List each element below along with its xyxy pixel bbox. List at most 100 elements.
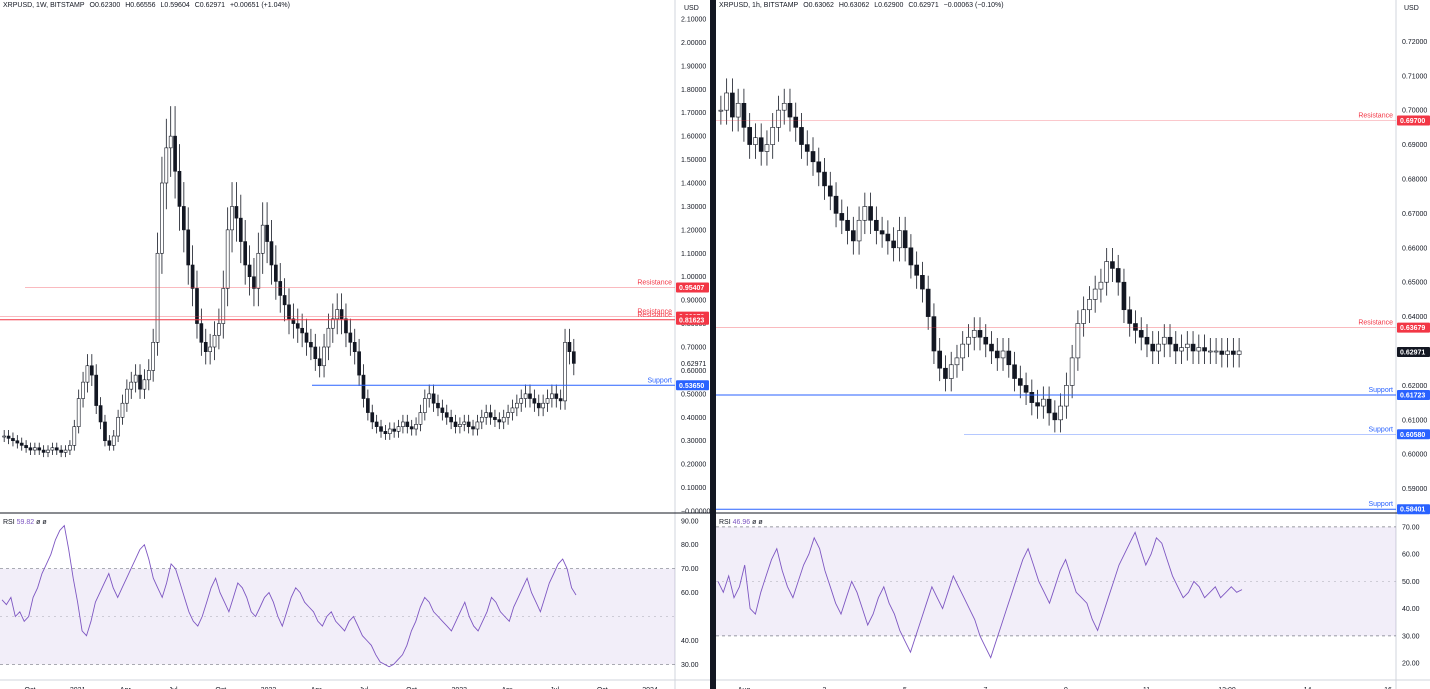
right-candle-body	[851, 230, 856, 242]
right-chart-canvas[interactable]: 0.72000 0.71000 0.70000 0.69000 0.68000 0.670…	[716, 0, 1430, 689]
left-candle-body	[519, 398, 524, 404]
left-level-tag: 0.81623	[679, 317, 704, 324]
left-candle-body	[352, 342, 357, 352]
left-candle-body	[274, 264, 278, 282]
left-candle-body	[366, 398, 370, 413]
left-candle-body	[484, 412, 489, 418]
left-candle-body	[186, 229, 191, 266]
left-candle-body	[497, 419, 502, 423]
left-level-label: Resistance	[637, 279, 672, 286]
left-price-tick-label: 1.40000	[681, 181, 706, 188]
right-candle-body	[1167, 336, 1173, 345]
right-candle-body	[822, 171, 827, 187]
left-candle-body	[19, 442, 24, 446]
right-candle-body	[1150, 343, 1156, 352]
left-rsi-tick-label: 90.00	[681, 518, 699, 525]
right-candle-body	[1092, 288, 1098, 300]
left-candle-body	[379, 426, 383, 432]
left-candle-body	[107, 440, 112, 446]
left-price-tick-label: 0.10000	[681, 485, 706, 492]
right-level-tag: 0.61723	[1400, 392, 1425, 399]
left-candle-body	[541, 402, 545, 409]
right-price-tick-label: 0.69000	[1402, 142, 1427, 149]
right-candle-body	[925, 288, 931, 317]
right-candle-body	[1064, 385, 1069, 407]
right-candle-body	[1121, 281, 1127, 311]
left-candle-body	[515, 402, 519, 409]
left-candle-body	[287, 304, 291, 320]
left-candle-body	[370, 412, 375, 423]
right-symbol: XRPUSD, 1h, BITSTAMP	[719, 2, 799, 9]
left-candle-body	[523, 393, 528, 399]
right-level-tag: 0.63679	[1400, 325, 1425, 332]
right-rsi-extra: ø ø	[752, 519, 763, 526]
right-candle-body	[891, 240, 896, 249]
left-candle-body	[545, 398, 550, 404]
right-candle-body	[787, 102, 793, 118]
left-candle-body	[458, 424, 462, 427]
right-rsi-tick-label: 40.00	[1402, 606, 1420, 613]
left-candle-body	[103, 421, 107, 442]
left-candle-body	[15, 440, 20, 444]
left-candle-body	[111, 435, 116, 446]
left-candle-body	[98, 405, 103, 423]
left-level-tag-bg	[676, 380, 709, 391]
left-candle-body	[405, 421, 410, 427]
left-candle-body	[33, 447, 37, 451]
left-candle-body	[203, 342, 208, 352]
right-candle-body	[943, 367, 948, 379]
right-rsi-label: RSI	[719, 519, 731, 526]
right-candle-body	[753, 137, 758, 145]
right-candle-body	[1023, 385, 1029, 393]
left-candle-body	[339, 309, 344, 320]
left-candle-body	[247, 264, 252, 278]
right-rsi-legend: RSI 46.96 ø ø	[719, 519, 763, 526]
right-candle-body	[868, 206, 873, 221]
right-candle-body	[1115, 268, 1121, 283]
right-candle-body	[1017, 378, 1023, 386]
left-rsi-tick-label: 60.00	[681, 590, 699, 597]
pane-divider[interactable]	[710, 0, 716, 689]
left-candle-body	[151, 342, 156, 371]
left-candle-body	[313, 346, 318, 360]
left-candle-body	[317, 358, 322, 367]
left-candle-body	[444, 412, 449, 418]
right-candle-body	[827, 185, 833, 197]
left-candle-body	[282, 295, 287, 306]
left-candle-body	[392, 428, 396, 432]
left-candle-body	[243, 241, 248, 266]
right-candle-body	[920, 275, 925, 290]
left-candle-body	[269, 241, 274, 266]
right-candle-body	[1104, 261, 1109, 283]
left-candle-body	[195, 288, 199, 324]
left-chart-canvas[interactable]: 2.10000 2.00000 1.90000 1.80000 1.70000 1.600…	[0, 0, 710, 689]
right-price-tick-label: 0.70000	[1402, 108, 1427, 115]
left-level-tag-bg	[676, 282, 709, 293]
left-candle-body	[291, 318, 296, 324]
left-candle-body	[449, 416, 453, 423]
right-price-tick-label: 0.60000	[1402, 452, 1427, 459]
right-level-tag-bg	[1397, 115, 1430, 126]
right-candle-body	[1179, 347, 1184, 352]
right-candle-body	[1231, 350, 1236, 355]
left-price-tick-label: 1.20000	[681, 227, 706, 234]
left-rsi-line	[1, 524, 577, 668]
left-candle-body	[414, 424, 418, 430]
right-time-tick-label: 9	[1064, 687, 1068, 689]
right-candle-body	[793, 116, 799, 128]
right-candle-body	[1052, 412, 1058, 421]
right-candle-body	[804, 144, 810, 152]
right-price-tick-label: 0.62000	[1402, 383, 1427, 390]
left-chart-pane[interactable]: 2.10000 2.00000 1.90000 1.80000 1.70000 1.600…	[0, 0, 710, 689]
left-candle-body	[550, 393, 554, 399]
left-candle-body	[182, 206, 186, 231]
left-candle-body	[510, 407, 515, 413]
right-chart-pane[interactable]: 0.72000 0.71000 0.70000 0.69000 0.68000 0.670…	[716, 0, 1430, 689]
right-rsi-tick-label: 20.00	[1402, 661, 1420, 668]
left-time-tick-label: 2022	[261, 687, 277, 689]
left-candle-body	[387, 428, 392, 434]
left-change: +0.00651 (+1.04%)	[230, 2, 290, 9]
left-candle-body	[401, 421, 405, 427]
right-candle-body	[1190, 343, 1196, 352]
right-level-tag-bg	[1397, 504, 1430, 515]
